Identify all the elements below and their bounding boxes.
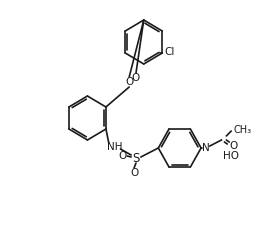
Text: O: O <box>125 77 133 87</box>
Text: O: O <box>132 73 140 83</box>
Text: HO: HO <box>223 151 239 161</box>
Text: N: N <box>202 143 210 153</box>
Text: CH₃: CH₃ <box>233 125 251 135</box>
Text: S: S <box>132 151 140 165</box>
Text: O: O <box>118 151 126 161</box>
Text: O: O <box>229 141 237 151</box>
Text: Cl: Cl <box>164 47 174 57</box>
Text: O: O <box>130 168 138 178</box>
Text: NH: NH <box>107 142 122 152</box>
